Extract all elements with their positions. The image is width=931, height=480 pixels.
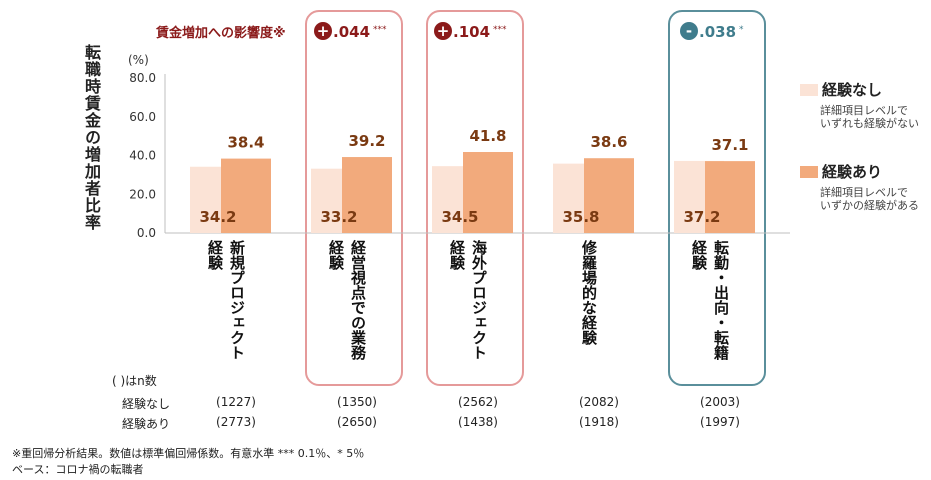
highlight-box-management: [305, 10, 403, 386]
category-line: 新規プロジェクト: [228, 240, 246, 360]
value-label-no-experience: 37.2: [683, 208, 720, 226]
category-line: 経験: [327, 240, 345, 270]
coefficient-value: .104: [453, 23, 491, 41]
coefficient-overseas: + .104 ***: [434, 22, 507, 41]
n-cell: (2003): [700, 395, 740, 409]
n-cell: (1438): [458, 415, 498, 429]
legend-desc-line: いずれも経験がない: [820, 117, 919, 130]
n-cell: (1227): [216, 395, 256, 409]
value-label-with-experience: 37.1: [711, 136, 748, 154]
footnote-method: ※重回帰分析結果。数値は標準偏回帰係数。有意水準 *** 0.1％、* 5％: [12, 447, 365, 460]
value-label-no-experience: 35.8: [562, 208, 599, 226]
legend-swatch-yes: [800, 166, 818, 178]
y-axis-unit: (%): [128, 53, 149, 67]
legend-desc-line: いずかの経験がある: [820, 199, 919, 212]
category-line: 経営視点での業務: [349, 240, 367, 360]
coefficient-management: + .044 ***: [314, 22, 387, 41]
category-line: 修羅場的な経験: [580, 240, 598, 345]
category-label-new-project: 新規プロジェクト 経験: [196, 240, 256, 360]
category-label-transfer: 転勤・出向・転籍 経験: [680, 240, 740, 360]
n-cell: (1918): [579, 415, 619, 429]
significance-stars: *: [739, 25, 744, 35]
category-label-overseas: 海外プロジェクト 経験: [438, 240, 498, 360]
y-tick-label: 40.0: [129, 149, 156, 163]
bar-with-experience: [463, 152, 513, 233]
n-row-label-yes: 経験あり: [122, 417, 171, 431]
category-line: 海外プロジェクト: [470, 240, 488, 360]
value-label-with-experience: 38.6: [590, 133, 627, 151]
significance-stars: ***: [373, 25, 387, 35]
footnote-base: ベース：コロナ禍の転職者: [12, 463, 144, 476]
coefficient-value: .044: [333, 23, 371, 41]
highlight-box-overseas: [426, 10, 524, 386]
n-cell: (1350): [337, 395, 377, 409]
n-table-header: ( )はn数: [112, 374, 157, 388]
coefficient-transfer: - .038 *: [680, 22, 744, 41]
legend-label-yes: 経験あり: [822, 163, 883, 181]
legend-desc-no: 詳細項目レベルで いずれも経験がない: [820, 104, 919, 130]
value-label-with-experience: 41.8: [469, 127, 506, 145]
category-line: 経験: [206, 240, 224, 270]
bar-with-experience: [342, 157, 392, 233]
y-tick-label: 60.0: [129, 110, 156, 124]
n-cell: (2082): [579, 395, 619, 409]
category-label-management: 経営視点での業務 経験: [317, 240, 377, 360]
legend-label-no: 経験なし: [822, 81, 883, 99]
legend-desc-line: 詳細項目レベルで: [820, 186, 908, 199]
bar-with-experience: [584, 158, 634, 233]
effect-title: 賃金増加への影響度※: [156, 26, 286, 41]
category-line: 経験: [448, 240, 466, 270]
plus-icon: +: [434, 22, 452, 40]
minus-icon: -: [680, 22, 698, 40]
n-cell: (1997): [700, 415, 740, 429]
value-label-no-experience: 34.5: [441, 208, 478, 226]
category-label-tough: 修羅場的な経験: [559, 240, 619, 345]
y-axis-label: 転職時賃金の増加者比率: [82, 44, 101, 231]
y-tick-label: 0.0: [137, 226, 156, 240]
value-label-with-experience: 38.4: [227, 134, 264, 152]
n-cell: (2773): [216, 415, 256, 429]
bar-with-experience: [221, 158, 271, 233]
n-cell: (2562): [458, 395, 498, 409]
value-label-no-experience: 33.2: [320, 208, 357, 226]
legend-desc-line: 詳細項目レベルで: [820, 104, 908, 117]
y-tick-label: 80.0: [129, 71, 156, 85]
n-cell: (2650): [337, 415, 377, 429]
y-tick-label: 20.0: [129, 187, 156, 201]
coefficient-value: .038: [699, 23, 737, 41]
category-line: 転勤・出向・転籍: [712, 240, 730, 360]
n-row-label-no: 経験なし: [122, 397, 171, 411]
bar-with-experience: [705, 161, 755, 233]
highlight-box-transfer: [668, 10, 766, 386]
legend-desc-yes: 詳細項目レベルで いずかの経験がある: [820, 186, 919, 212]
category-line: 経験: [690, 240, 708, 270]
legend-swatch-no: [800, 84, 818, 96]
value-label-no-experience: 34.2: [199, 208, 236, 226]
value-label-with-experience: 39.2: [348, 132, 385, 150]
significance-stars: ***: [493, 25, 507, 35]
plus-icon: +: [314, 22, 332, 40]
